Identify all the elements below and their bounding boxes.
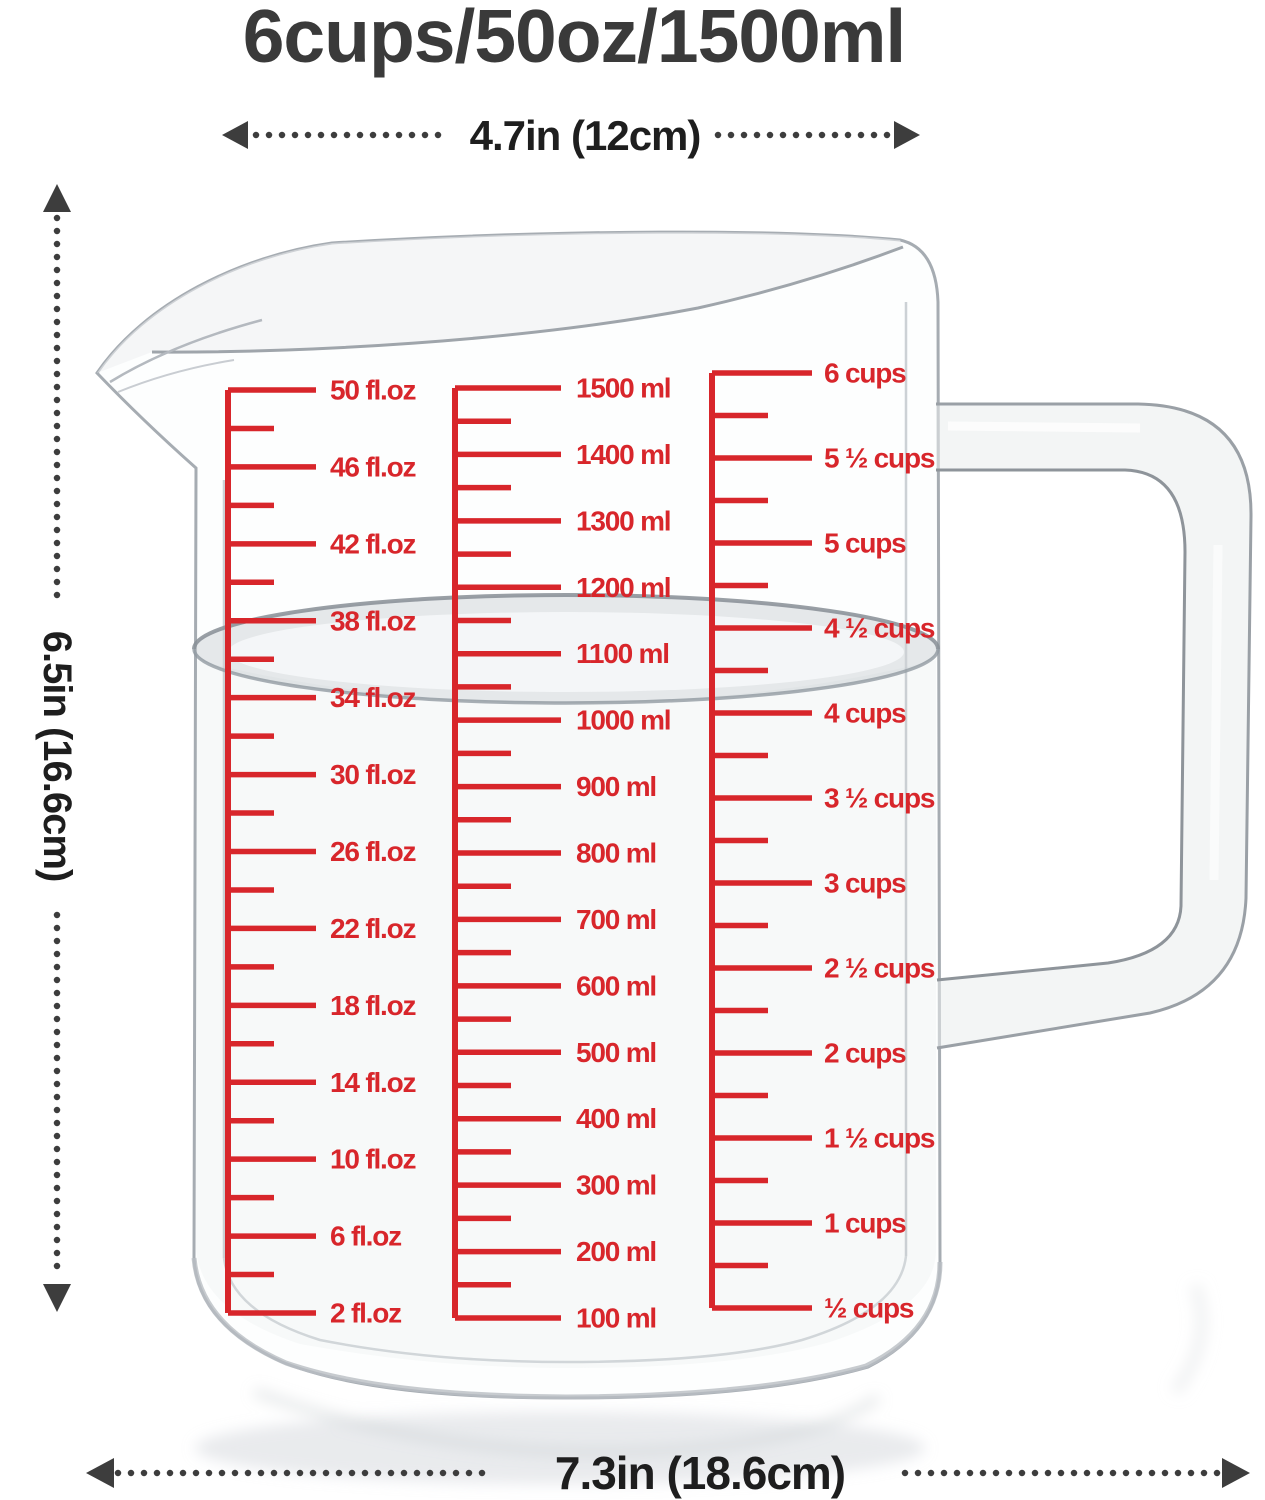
arrow-up-icon [43,184,71,212]
scale-label: 26 fl.oz [330,836,416,867]
scale-cups: 6 cups 5 ½ cups 5 cups 4 ½ cups 4 cups 3 ½ cu… [709,358,936,1324]
water-body-tint [196,660,936,1368]
scale-label: 1400 ml [576,439,670,470]
scale-fluid-ounces: 50 fl.oz 46 fl.oz 42 fl.oz 38 fl.oz 34 fl.oz… [225,375,417,1329]
arrow-right-icon [1222,1458,1250,1488]
scale-label: 3 cups [824,868,906,899]
scale-label: 100 ml [576,1303,656,1334]
scale-label: 6 fl.oz [330,1221,401,1252]
glass-measuring-cup [95,230,1253,1400]
handle-highlight-side [1209,544,1223,881]
handle-body [936,404,1252,1048]
arrow-left-icon [86,1458,114,1488]
water [192,593,940,1368]
height-annotation: 6.5in (16.6cm) [35,184,79,1312]
scale-label: 600 ml [576,970,656,1001]
scale-label: 1 cups [824,1208,906,1239]
scale-label: 5 cups [824,528,906,559]
scale-label: 30 fl.oz [330,759,416,790]
scale-label: 300 ml [576,1170,656,1201]
bottom-width-annotation: 7.3in (18.6cm) [86,1447,1250,1499]
spout-crease-2 [117,359,235,393]
cup-handle [936,402,1253,1050]
cup-rim-band [97,232,903,373]
handle-inner-edge [936,468,1187,982]
scale-label: 2 fl.oz [330,1298,401,1329]
scale-label: 22 fl.oz [330,913,416,944]
scale-label: 800 ml [576,838,656,869]
water-front-edge [192,648,940,705]
scale-label: 2 cups [824,1038,906,1069]
scale-label: 46 fl.oz [330,451,416,482]
floor-reflection [195,1282,1208,1484]
scale-label: 4 cups [824,698,906,729]
cup-inner-bottom [222,1255,908,1364]
scale-label: 5 ½ cups [824,443,935,474]
cup-front-rim [151,245,904,354]
top-width-label: 4.7in (12cm) [470,112,701,159]
scale-label: 10 fl.oz [330,1144,416,1175]
scale-label: 4 ½ cups [824,613,935,644]
scale-label: 14 fl.oz [330,1067,416,1098]
arrow-down-icon [43,1284,71,1312]
scale-label: 6 cups [824,358,906,389]
scale-milliliters: 1500 ml 1400 ml 1300 ml 1200 ml 1100 ml 1000 … [452,373,672,1334]
scale-label: 2 ½ cups [824,953,935,984]
scale-label: 1000 ml [576,705,670,736]
scale-label: 500 ml [576,1037,656,1068]
handle-outer-edge [936,402,1253,1050]
scale-label: ½ cups [824,1293,914,1324]
scale-label: 3 ½ cups [824,783,935,814]
scale-label: 1300 ml [576,505,670,536]
scale-label: 900 ml [576,771,656,802]
scale-label: 700 ml [576,904,656,935]
cup-bottom-accent [191,1257,943,1400]
scale-label: 1200 ml [576,572,670,603]
scale-label: 1500 ml [576,373,670,404]
scale-label: 42 fl.oz [330,528,416,559]
arrow-right-icon [894,121,920,149]
scale-label: 1 ½ cups [824,1123,935,1154]
handle-highlight-top [947,421,1141,433]
arrow-left-icon [222,121,248,149]
spout-crease [109,318,263,384]
bottom-width-label: 7.3in (18.6cm) [555,1447,845,1499]
scale-label: 400 ml [576,1103,656,1134]
scale-label: 38 fl.oz [330,605,416,636]
side-height-label: 6.5in (16.6cm) [35,631,79,882]
scale-label: 200 ml [576,1236,656,1267]
top-width-annotation: 4.7in (12cm) [222,112,920,159]
scale-label: 50 fl.oz [330,375,416,406]
scale-label: 1100 ml [576,638,669,669]
scale-label: 34 fl.oz [330,682,416,713]
page-title: 6cups/50oz/1500ml [243,0,906,78]
scale-label: 18 fl.oz [330,990,416,1021]
